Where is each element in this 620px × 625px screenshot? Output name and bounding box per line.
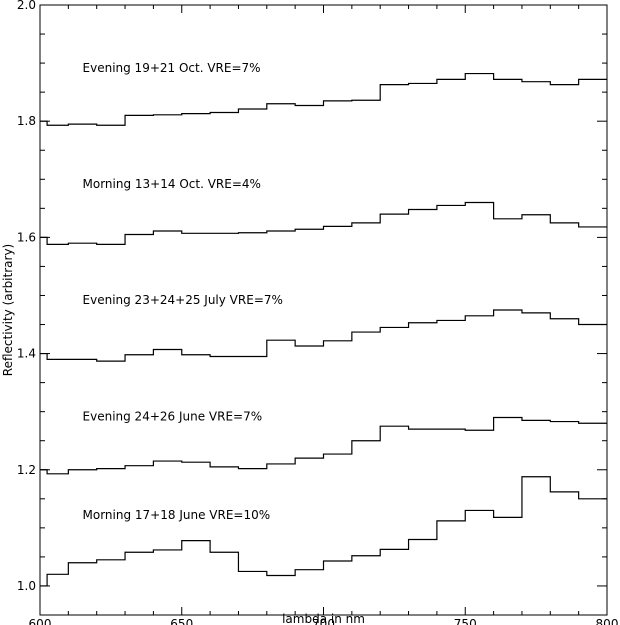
y-tick-label: 1.2 [17,463,36,477]
series-annotation-4: Evening 24+26 June VRE=7% [83,409,263,423]
series-line-4 [40,416,607,475]
series-layer [40,72,607,587]
x-tick-label: 700 [312,617,335,625]
x-tick-label: 650 [170,617,193,625]
series-line-3 [40,309,607,362]
x-tick-label: 800 [596,617,619,625]
series-line-1 [40,72,607,126]
y-tick-label: 1.8 [17,114,36,128]
series-annotation-3: Evening 23+24+25 July VRE=7% [83,293,283,307]
x-tick-label: 750 [454,617,477,625]
y-axis-label: Reflectivity (arbitrary) [1,244,15,376]
series-line-5 [40,476,607,587]
tick-layer: 600 650 700 750 800 1.0 1.2 1.4 1.6 1.8 2.0 [17,0,619,625]
series-annotation-2: Morning 13+14 Oct. VRE=4% [83,177,261,191]
annotation-layer: Evening 19+21 Oct. VRE=7% Morning 13+14 O… [83,61,283,522]
y-tick-label: 1.4 [17,347,36,361]
y-tick-label: 2.0 [17,0,36,12]
y-tick-label: 1.6 [17,230,36,244]
y-tick-label: 1.0 [17,579,36,593]
series-line-2 [40,201,607,245]
series-annotation-1: Evening 19+21 Oct. VRE=7% [83,61,261,75]
series-annotation-5: Morning 17+18 June VRE=10% [83,508,271,522]
x-axis-label: lambda in nm [282,612,365,625]
x-tick-label: 600 [29,617,52,625]
